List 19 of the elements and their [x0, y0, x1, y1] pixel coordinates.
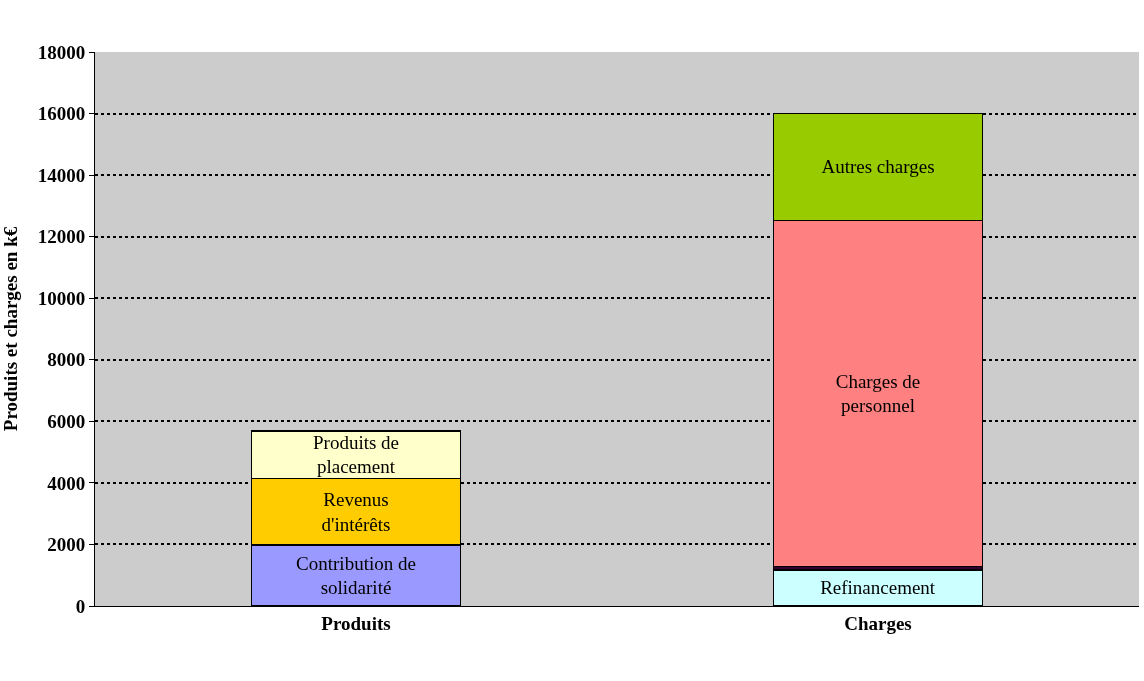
series-label: Produits de placement [312, 431, 400, 478]
x-tick-label: Charges [844, 612, 912, 634]
series-label: Revenus d'intérêts [321, 488, 391, 535]
series-label: Autres charges [821, 156, 935, 178]
x-tick-label: Produits [321, 612, 391, 634]
series-label: Contribution de solidarité [296, 552, 416, 599]
y-axis-title: Produits et charges en k€ [0, 226, 21, 432]
y-tick-label: 14000 [37, 164, 86, 186]
y-tick-label: 6000 [47, 410, 86, 432]
series-label: Charges de personnel [835, 370, 921, 417]
y-tick-label: 12000 [37, 226, 86, 248]
y-tick-label: 0 [75, 595, 86, 617]
y-tick-label: 10000 [37, 287, 86, 309]
y-tick-label: 16000 [37, 103, 86, 125]
series-label: Refinancement [820, 577, 936, 599]
y-tick-label: 8000 [47, 349, 86, 371]
y-tick-label: 18000 [37, 41, 86, 63]
y-tick-label: 4000 [47, 472, 86, 494]
y-tick-label: 2000 [47, 534, 86, 556]
